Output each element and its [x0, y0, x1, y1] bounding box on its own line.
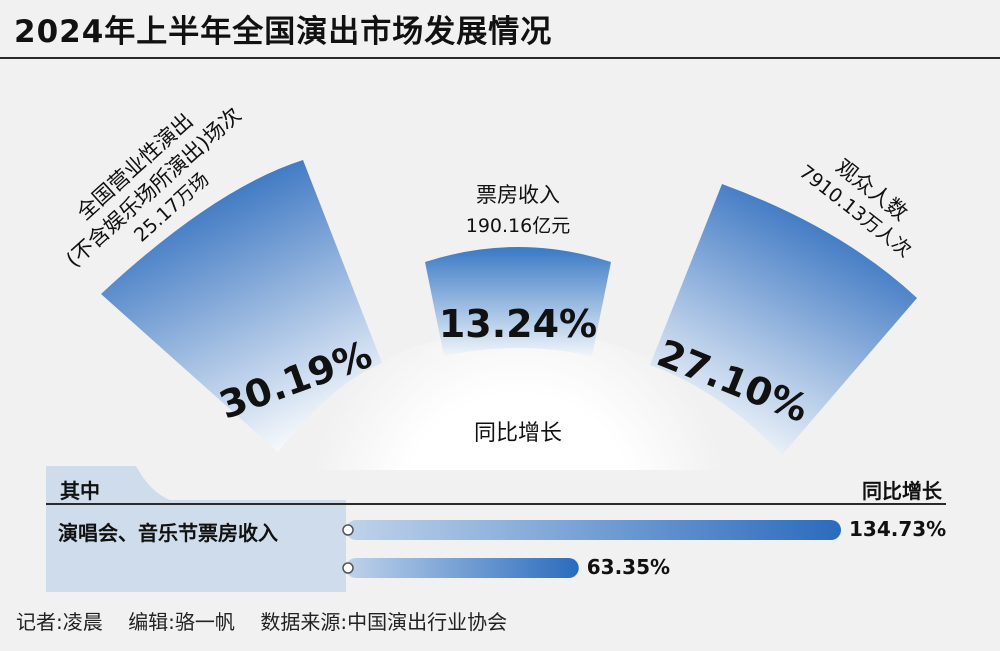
section-divider: [46, 503, 946, 505]
bar-chart: [342, 520, 841, 578]
footer: 记者:凌晨 编辑:骆一帆 数据来源:中国演出行业协会: [16, 606, 507, 635]
bar-start-dot-1: [342, 562, 354, 574]
footer-source: 数据来源:中国演出行业协会: [260, 610, 508, 634]
sector-performances: [101, 160, 382, 452]
page-title: 2024年上半年全国演出市场发展情况: [14, 14, 553, 50]
growth-label-box-office: 13.24%: [439, 302, 597, 346]
center-label: 同比增长: [474, 421, 562, 446]
item-total-box-office: 190.16亿元: [466, 215, 570, 237]
radial-chart: 30.19% 13.24% 27.10% 同比增长 全国营业性演出 (不含娱乐场…: [61, 103, 917, 470]
bar-0: [346, 520, 841, 540]
bar-1: [346, 558, 579, 578]
bar-start-dot-0: [342, 524, 354, 536]
section-label: 其中: [60, 479, 100, 503]
sector-box-office: [425, 247, 611, 356]
footer-editor: 编辑:骆一帆: [128, 610, 235, 634]
bar-value-second: 63.35%: [586, 555, 671, 579]
item-name-box-office: 票房收入: [476, 183, 560, 207]
value-header: 同比增长: [862, 479, 942, 503]
sector-audience: [650, 184, 917, 455]
title-divider: [0, 57, 1000, 59]
bar-value-concerts: 134.73%: [849, 517, 947, 541]
bar-label-concerts: 演唱会、音乐节票房收入: [58, 521, 278, 545]
lower-panel: [46, 466, 346, 592]
center-disc: [300, 330, 736, 470]
footer-reporter: 记者:凌晨: [16, 610, 103, 634]
